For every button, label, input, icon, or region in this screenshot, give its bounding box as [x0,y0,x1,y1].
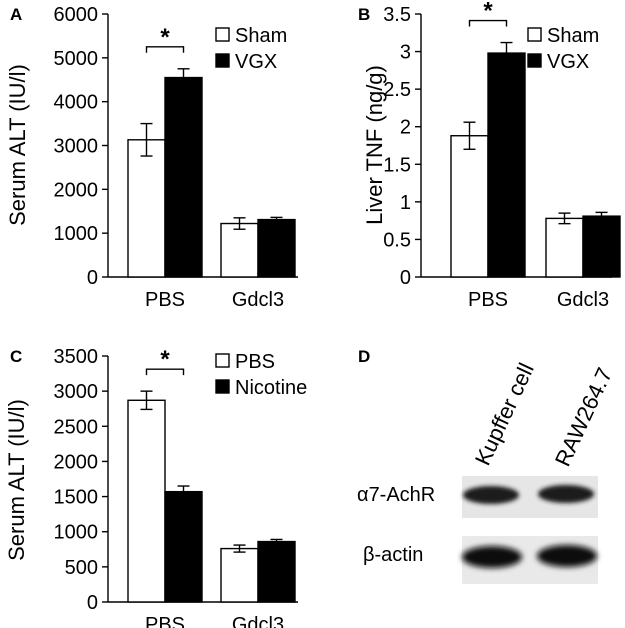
y-tick-label: 1500 [54,487,99,509]
legend-swatch-vgx [527,53,542,68]
y-axis-label: Liver TNF (ng/g) [362,65,387,225]
significance-bracket [468,19,508,27]
legend-swatch-sham [215,27,230,42]
bar-pbs-gdcl3 [220,547,259,603]
x-tick-label: Gdcl3 [232,614,284,628]
bar-pbs-pbs [127,399,166,603]
y-axis-label: Serum ALT (IU/l) [5,64,30,226]
legend-label-sham: Sham [547,25,599,47]
y-axis-label: Serum ALT (IU/l) [4,399,29,561]
x-tick-label: PBS [145,289,185,311]
blot-band-raw-actin [537,545,597,567]
y-tick-label: 3.5 [383,4,411,26]
blot-lane-label-1: Kupffer cell [470,359,539,469]
bar-sham-gdcl3 [545,217,584,278]
y-tick-label: 4000 [54,92,99,114]
bar-sham-pbs [450,135,489,278]
y-tick-label: 1000 [54,522,99,544]
panel-label-a: A [10,5,22,24]
legend-swatch-nicotine [215,379,230,394]
y-tick-label: 3000 [54,136,99,158]
bar-sham-gdcl3 [220,222,259,278]
legend-label-sham: Sham [235,25,287,47]
y-tick-label: 2000 [54,451,99,473]
bar-vgx-pbs [487,52,526,278]
y-tick-label: 6000 [54,4,99,26]
bar-sham-pbs [127,139,166,278]
chart-panel-c: C Serum ALT (IU/l) 0 500 1000 1500 2000 2500 300… [4,346,307,628]
legend-label-vgx: VGX [547,51,589,73]
blot-panel: D Kupffer cell RAW264.7 α7-AchR β-actin [357,347,617,584]
y-tick-label: 500 [65,557,98,579]
panel-label-d: D [358,347,370,366]
y-tick-label: 2500 [54,416,99,438]
legend-label-nicotine: Nicotine [235,377,307,399]
panel-label-b: B [358,5,370,24]
y-tick-label: 0 [87,592,98,614]
blot-band-kupffer-a7 [463,486,519,504]
legend-label-pbs: PBS [235,351,275,373]
blot-row-label-1: α7-AchR [357,484,435,506]
panel-label-c: C [10,347,22,366]
x-tick-label: Gdcl3 [557,289,609,311]
y-tick-label: 5000 [54,48,99,70]
blot-band-raw-a7 [538,485,594,503]
bar-vgx-pbs [164,76,203,278]
x-tick-label: PBS [145,614,185,628]
bar-nicotine-pbs [164,490,203,603]
chart-panel-b: B Liver TNF (ng/g) 0 0.5 1 1.5 2 2.5 3 3.5 PBS Gdcl… [358,0,621,311]
bar-nicotine-gdcl3 [257,540,296,603]
y-tick-label: 0.5 [383,229,411,251]
y-tick-label: 1 [400,192,411,214]
significance-bracket [145,368,185,376]
y-tick-label: 2000 [54,179,99,201]
bar-vgx-gdcl3 [582,215,621,278]
y-tick-label: 3500 [54,346,99,368]
x-tick-label: PBS [468,289,508,311]
legend-swatch-pbs [215,353,230,368]
legend-swatch-sham [527,27,542,42]
blot-band-kupffer-actin [462,546,522,568]
significance-bracket [145,46,185,53]
y-tick-label: 2 [400,117,411,139]
y-tick-label: 0 [400,267,411,289]
significance-star: * [160,24,170,51]
bar-vgx-gdcl3 [257,218,296,278]
legend-label-vgx: VGX [235,51,277,73]
y-tick-label: 2.5 [383,79,411,101]
y-tick-label: 1.5 [383,154,411,176]
chart-panel-a: A Serum ALT (IU/l) 0 1000 2000 3000 4000 5000 60… [5,4,298,311]
y-tick-label: 0 [87,267,98,289]
y-tick-label: 3 [400,42,411,64]
y-tick-label: 1000 [54,223,99,245]
blot-lane-label-2: RAW264.7 [550,364,617,470]
x-tick-label: Gdcl3 [232,289,284,311]
blot-row-label-2: β-actin [363,544,423,566]
legend-swatch-vgx [215,53,230,68]
significance-star: * [483,0,493,25]
significance-star: * [160,346,170,373]
y-tick-label: 3000 [54,381,99,403]
